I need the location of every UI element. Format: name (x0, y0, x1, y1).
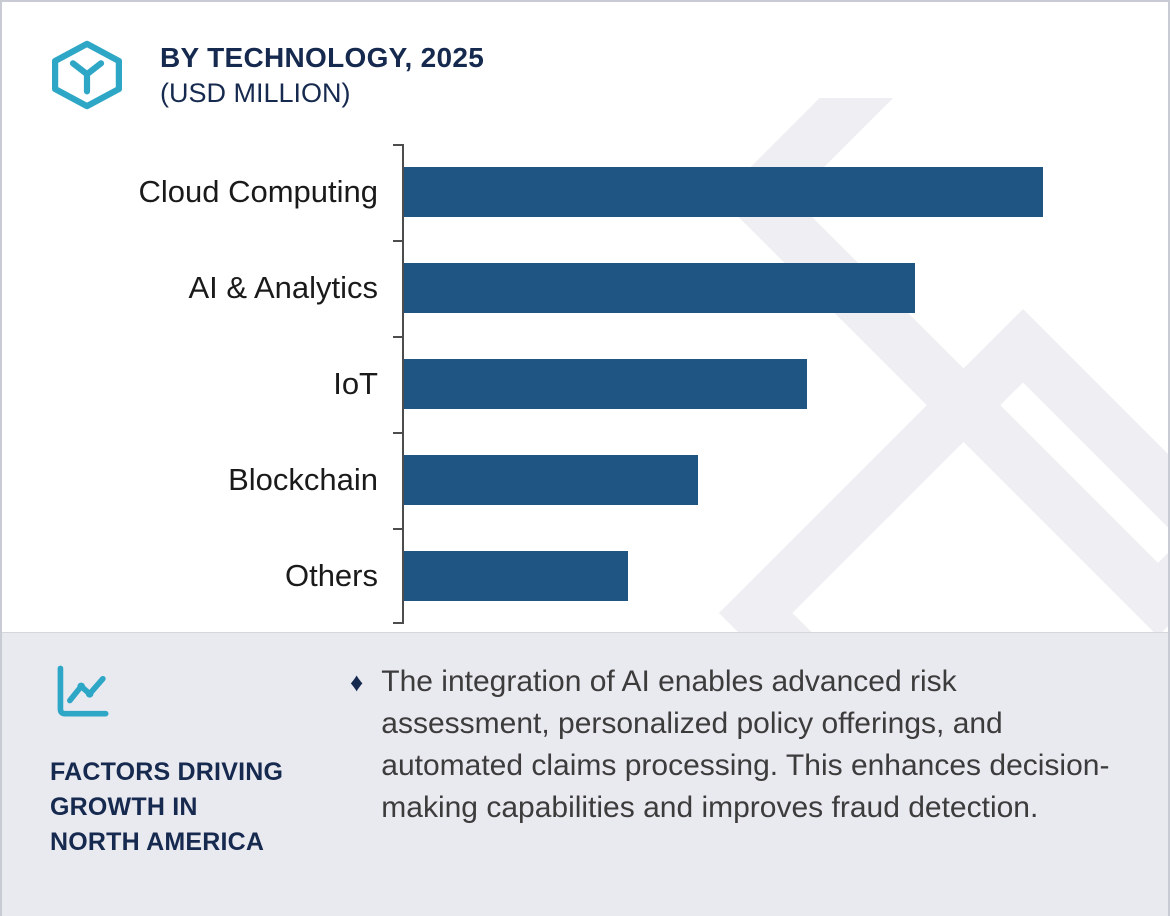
diamond-bullet-icon: ♦ (350, 667, 364, 697)
category-label: Others (284, 558, 378, 593)
bar (404, 263, 916, 313)
y-axis (402, 144, 404, 624)
bar (404, 551, 628, 601)
footer-panel: FACTORS DRIVING GROWTH IN NORTH AMERICA … (2, 632, 1168, 916)
bar-chart: Cloud Computing AI & Analytics IoT Blockcha… (2, 144, 1126, 624)
bar-row: IoT (2, 336, 1126, 432)
category-label: Blockchain (228, 462, 378, 497)
axis-tick (393, 144, 402, 146)
hexagon-y-logo-icon (48, 40, 126, 115)
axis-tick (393, 622, 402, 624)
axis-tick (393, 528, 402, 530)
bar-row: Cloud Computing (2, 144, 1126, 240)
category-label: AI & Analytics (188, 270, 378, 305)
bar-track (402, 432, 1126, 528)
bar (404, 455, 698, 505)
axis-tick (393, 432, 402, 434)
bar-rows: Cloud Computing AI & Analytics IoT Blockcha… (2, 144, 1126, 624)
bar-row: AI & Analytics (2, 240, 1126, 336)
line-chart-icon (50, 659, 350, 725)
footer-heading-line: NORTH AMERICA (50, 828, 265, 856)
axis-tick (393, 240, 402, 242)
chart-title-block: BY TECHNOLOGY, 2025 (USD MILLION) (160, 42, 484, 109)
footer-left-column: FACTORS DRIVING GROWTH IN NORTH AMERICA (50, 655, 350, 916)
bar-track (402, 528, 1126, 624)
bar-row: Blockchain (2, 432, 1126, 528)
footer-heading-line: GROWTH IN (50, 793, 198, 821)
axis-tick (393, 336, 402, 338)
bar-row: Others (2, 528, 1126, 624)
chart-title: BY TECHNOLOGY, 2025 (160, 42, 485, 73)
bar (404, 359, 807, 409)
footer-bullet-text: The integration of AI enables advanced r… (381, 665, 1110, 824)
footer-bullet-item: ♦ The integration of AI enables advanced… (350, 661, 1120, 916)
category-label: IoT (333, 366, 378, 401)
bar (404, 167, 1043, 217)
bar-track (402, 336, 1126, 432)
chart-subtitle: (USD MILLION) (160, 78, 351, 108)
chart-header: BY TECHNOLOGY, 2025 (USD MILLION) (48, 40, 484, 115)
footer-heading-line: FACTORS DRIVING (50, 758, 284, 786)
category-label: Cloud Computing (138, 174, 378, 209)
bar-track (402, 240, 1126, 336)
bar-track (402, 144, 1126, 240)
footer-heading: FACTORS DRIVING GROWTH IN NORTH AMERICA (50, 755, 350, 860)
